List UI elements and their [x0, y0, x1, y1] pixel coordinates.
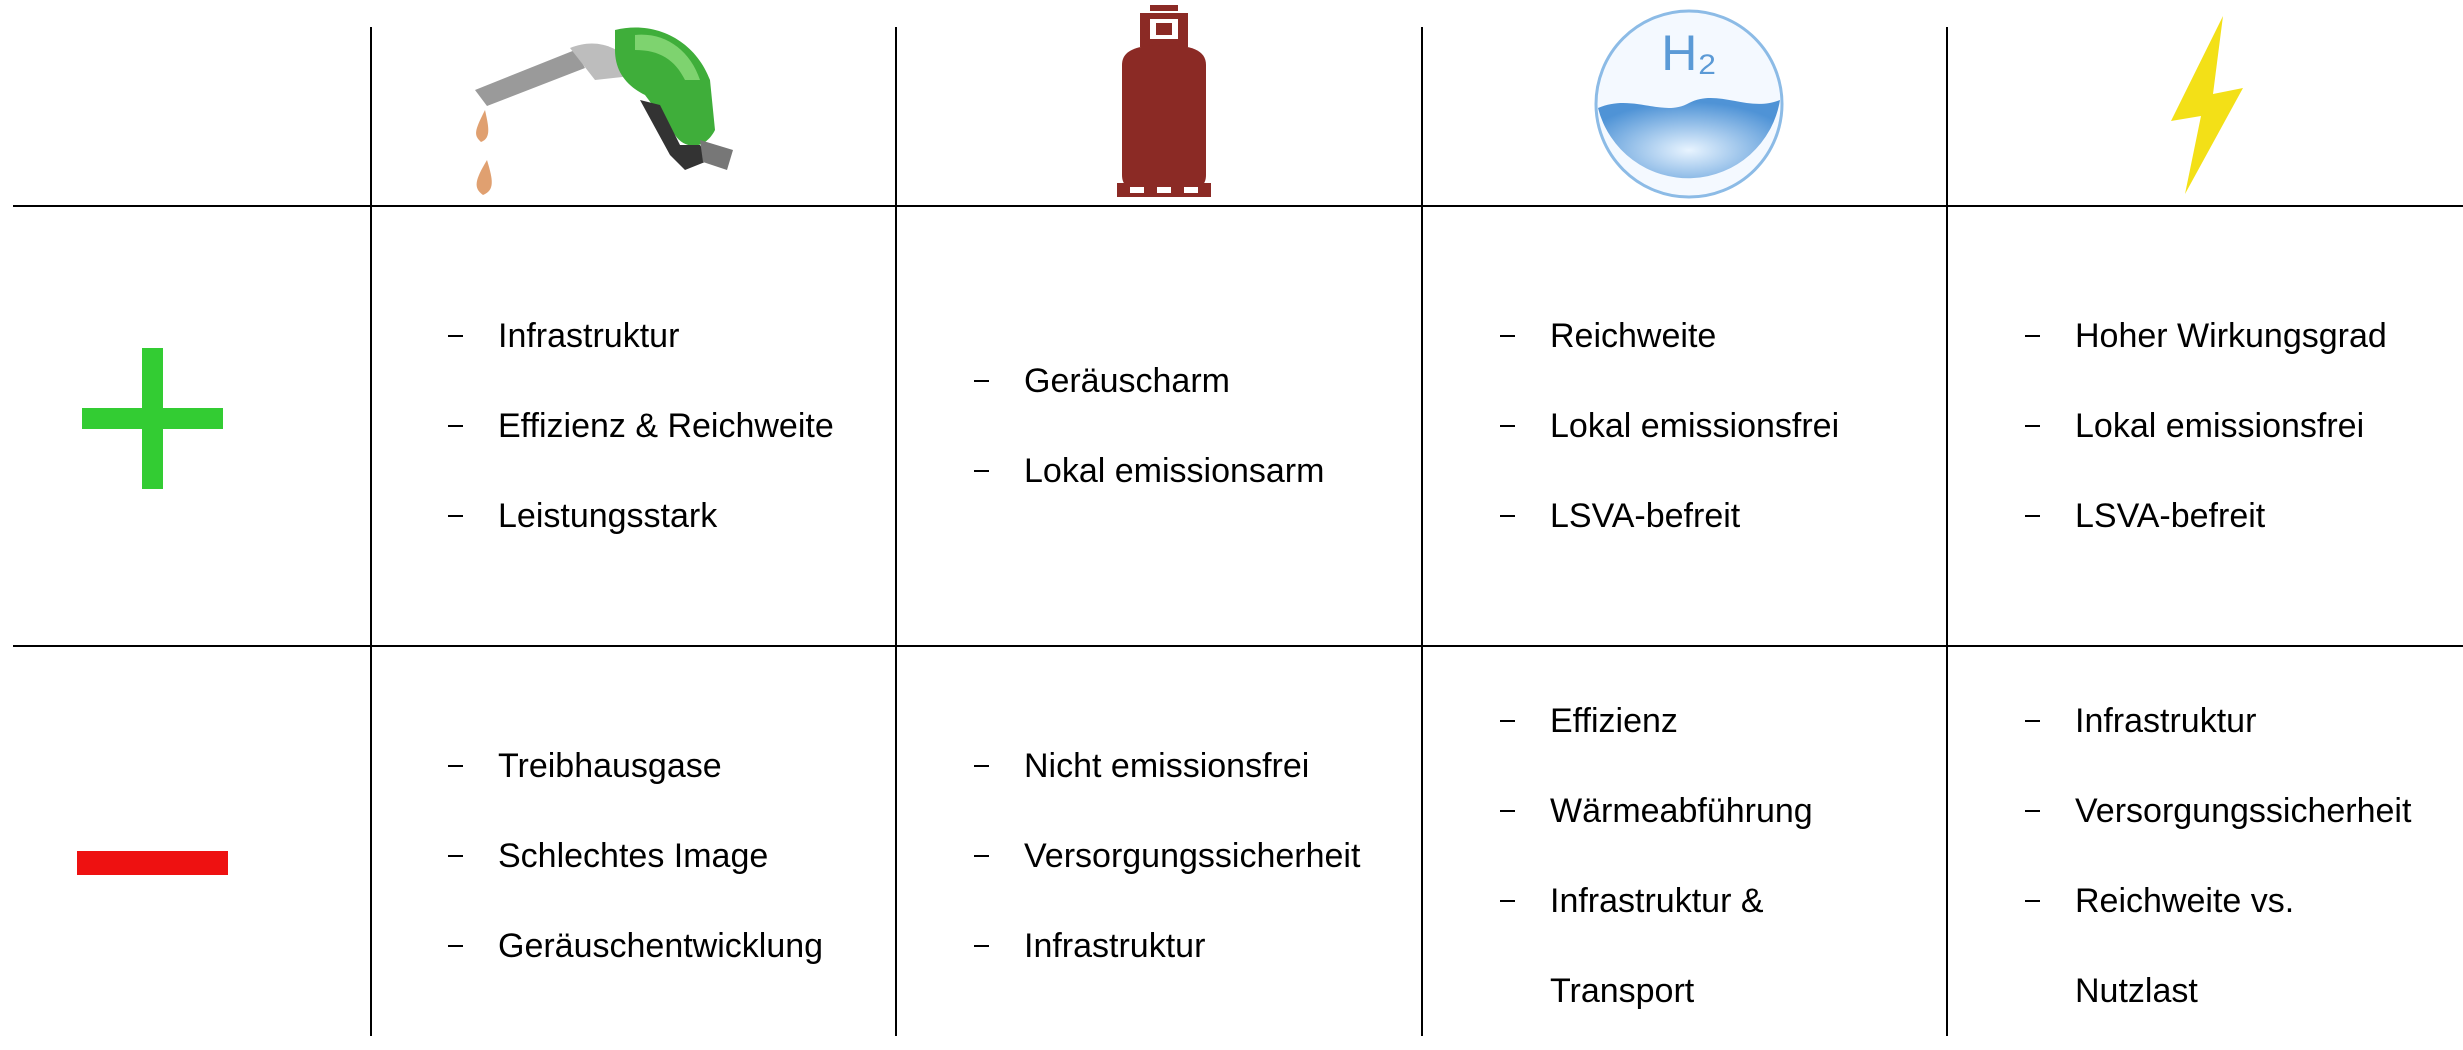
list-item: Lokal emissionsfrei [1423, 381, 1946, 471]
bullet-dash [2025, 335, 2040, 337]
minus-sign [77, 851, 228, 875]
list-item: Geräuscharm [897, 336, 1421, 426]
electric-icon [2163, 16, 2245, 194]
list-item: Versorgungssicherheit [1948, 766, 2461, 856]
bullet-dash [974, 945, 989, 947]
list-item: Treibhausgase [371, 721, 895, 811]
list-item: Nicht emissionsfrei [897, 721, 1421, 811]
list-item: Infrastruktur [1948, 676, 2461, 766]
list-item: Lokal emissionsfrei [1948, 381, 2461, 471]
hydrogen-label: H₂ [1661, 25, 1717, 81]
item-text: Lokal emissionsarm [1024, 452, 1324, 490]
bullet-dash [1500, 425, 1515, 427]
bullet-dash [448, 765, 463, 767]
list-item: LSVA-befreit [1423, 471, 1946, 561]
item-text: LSVA-befreit [2075, 497, 2265, 535]
bullet-dash [448, 855, 463, 857]
bullet-dash [2025, 425, 2040, 427]
bullet-dash [974, 765, 989, 767]
list-item: Versorgungssicherheit [897, 811, 1421, 901]
table-cell: Effizienz Wärmeabführung Infrastruktur & T… [1423, 661, 1946, 1050]
row-divider [13, 645, 2463, 647]
table-cell: Nicht emissionsfrei Versorgungssicherheit… [897, 661, 1421, 1050]
bullet-dash [448, 335, 463, 337]
plus-sign [142, 348, 163, 489]
bullet-dash [1500, 720, 1515, 722]
item-text: Geräuschentwicklung [498, 927, 823, 965]
list-item: Lokal emissionsarm [897, 426, 1421, 516]
item-text: LSVA-befreit [1550, 497, 1740, 535]
list-item: Infrastruktur [897, 901, 1421, 991]
list-item: Hoher Wirkungsgrad [1948, 291, 2461, 381]
table-cell: Infrastruktur Versorgungssicherheit Reichw… [1948, 661, 2461, 1050]
list-item: Effizienz [1423, 676, 1946, 766]
item-text: Reichweite [1550, 317, 1716, 355]
item-text: Infrastruktur [498, 317, 679, 355]
item-text: Schlechtes Image [498, 837, 768, 875]
list-item: Effizienz & Reichweite [371, 381, 895, 471]
list-item: LSVA-befreit [1948, 471, 2461, 561]
item-text: Infrastruktur [1024, 927, 1205, 965]
item-text: Infrastruktur [2075, 702, 2256, 740]
table-cell: Infrastruktur Effizienz & Reichweite Leist… [371, 207, 895, 645]
list-item: Reichweite vs. Nutzlast [1948, 856, 2461, 1036]
list-item: Leistungsstark [371, 471, 895, 561]
item-text: Treibhausgase [498, 747, 722, 785]
item-text: Reichweite vs. Nutzlast [2075, 882, 2294, 1010]
bullet-dash [1500, 900, 1515, 902]
table-cell: Treibhausgase Schlechtes Image Geräuschent… [371, 661, 895, 1050]
bullet-dash [448, 945, 463, 947]
table-cell: Reichweite Lokal emissionsfrei LSVA-befrei… [1423, 207, 1946, 645]
list-item: Reichweite [1423, 291, 1946, 381]
item-text: Infrastruktur & Transport [1550, 882, 1764, 1010]
item-text: Lokal emissionsfrei [1550, 407, 1839, 445]
list-item: Infrastruktur & Transport [1423, 856, 1946, 1036]
item-text: Versorgungssicherheit [2075, 792, 2411, 830]
item-text: Effizienz [1550, 702, 1678, 740]
bullet-dash [974, 380, 989, 382]
table-cell: Hoher Wirkungsgrad Lokal emissionsfrei LSV… [1948, 207, 2461, 645]
bullet-dash [1500, 335, 1515, 337]
row-symbols [0, 0, 300, 1036]
item-text: Nicht emissionsfrei [1024, 747, 1309, 785]
list-item: Infrastruktur [371, 291, 895, 381]
bullet-dash [2025, 900, 2040, 902]
list-item: Wärmeabführung [1423, 766, 1946, 856]
bullet-dash [1500, 515, 1515, 517]
item-text: Hoher Wirkungsgrad [2075, 317, 2387, 355]
table-cell: Geräuscharm Lokal emissionsarm [897, 207, 1421, 645]
list-item: Geräuschentwicklung [371, 901, 895, 991]
list-item: Schlechtes Image [371, 811, 895, 901]
item-text: Wärmeabführung [1550, 792, 1813, 830]
item-text: Leistungsstark [498, 497, 717, 535]
bullet-dash [448, 425, 463, 427]
hydrogen-icon: H₂ [1593, 8, 1785, 200]
item-text: Effizienz & Reichweite [498, 407, 834, 445]
bullet-dash [2025, 515, 2040, 517]
item-text: Geräuscharm [1024, 362, 1230, 400]
bullet-dash [1500, 810, 1515, 812]
diesel-icon [465, 20, 745, 205]
bullet-dash [974, 855, 989, 857]
bullet-dash [974, 470, 989, 472]
item-text: Versorgungssicherheit [1024, 837, 1360, 875]
item-text: Lokal emissionsfrei [2075, 407, 2364, 445]
lpg-icon [1112, 5, 1216, 197]
bullet-dash [448, 515, 463, 517]
bullet-dash [2025, 810, 2040, 812]
page: {"hydrogen_icon_text": "H₂", "table": {"… [0, 0, 2463, 1036]
bullet-dash [2025, 720, 2040, 722]
